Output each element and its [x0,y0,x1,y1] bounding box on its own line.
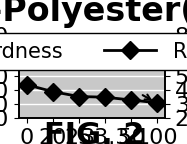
Rebound % [77,96,80,97]
Text: FIG. 2: FIG. 2 [43,121,144,144]
Text: Polyether(750D) -Polyester(D6) Hybrid Effect: Polyether(750D) -Polyester(D6) Hybrid Ef… [0,0,187,28]
Rebound % [130,99,132,101]
Rebound % [104,96,106,98]
Line: Hardness: Hardness [20,39,163,69]
Line: Rebound %: Rebound % [20,78,163,109]
Hardness [77,50,80,51]
Rebound % [51,91,54,92]
Hardness [156,61,158,63]
Legend: Hardness, Rebound %: Hardness, Rebound % [0,33,187,70]
Hardness [51,48,54,50]
Rebound % [156,102,158,104]
Hardness [25,45,28,47]
Hardness [104,54,106,56]
Rebound % [25,84,28,86]
Hardness [130,55,132,57]
